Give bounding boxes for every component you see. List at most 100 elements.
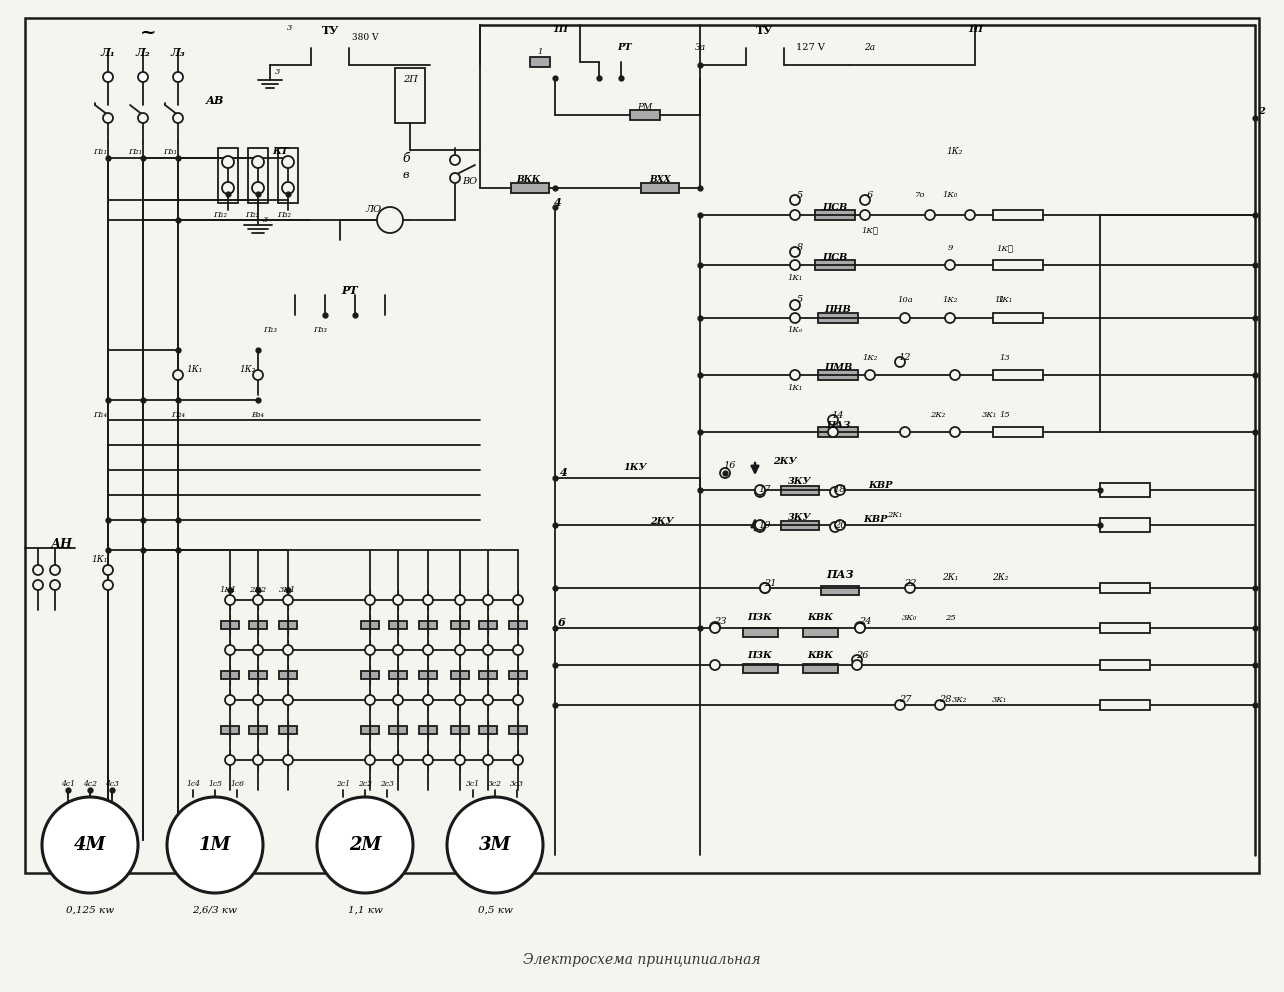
Text: 1П: 1П — [552, 26, 568, 35]
Bar — [781, 485, 819, 494]
Text: 4с2: 4с2 — [83, 780, 98, 788]
Text: 6: 6 — [559, 616, 566, 628]
Circle shape — [790, 210, 800, 220]
Text: 4с3: 4с3 — [105, 780, 119, 788]
Circle shape — [483, 755, 493, 765]
Circle shape — [924, 210, 935, 220]
Bar — [24, 18, 1260, 873]
Text: 2с1: 2с1 — [336, 780, 351, 788]
Circle shape — [895, 700, 905, 710]
Text: 10а: 10а — [898, 296, 913, 304]
Circle shape — [449, 173, 460, 183]
Bar — [248, 148, 268, 203]
Circle shape — [945, 260, 955, 270]
Text: РТ: РТ — [618, 44, 632, 53]
Text: 1Кₒ: 1Кₒ — [787, 326, 802, 334]
Bar — [815, 260, 855, 270]
Circle shape — [710, 623, 720, 633]
Text: 15: 15 — [1000, 411, 1011, 419]
Text: ПНВ: ПНВ — [824, 306, 851, 314]
Circle shape — [173, 370, 184, 380]
Text: ЛО: ЛО — [365, 205, 381, 214]
Circle shape — [393, 695, 403, 705]
Circle shape — [790, 313, 800, 323]
Text: 3: 3 — [275, 68, 281, 76]
Circle shape — [377, 207, 403, 233]
Circle shape — [710, 660, 720, 670]
Text: П₂₂: П₂₂ — [245, 211, 259, 219]
Text: 127 V: 127 V — [796, 44, 824, 53]
Circle shape — [935, 700, 945, 710]
Circle shape — [393, 595, 403, 605]
Bar — [1100, 623, 1150, 633]
Bar — [1100, 583, 1150, 593]
Text: 1К⒑: 1К⒑ — [862, 226, 878, 234]
Circle shape — [422, 755, 433, 765]
Text: 7о: 7о — [914, 191, 926, 199]
Circle shape — [455, 595, 465, 605]
Text: б: б — [402, 152, 410, 165]
Text: 14: 14 — [832, 411, 845, 420]
Text: 3: 3 — [288, 24, 293, 32]
Bar — [993, 427, 1043, 437]
Circle shape — [393, 755, 403, 765]
Circle shape — [365, 755, 375, 765]
Circle shape — [225, 645, 235, 655]
Text: 5: 5 — [797, 296, 802, 305]
Circle shape — [755, 487, 765, 497]
Bar — [389, 671, 407, 679]
Bar — [221, 671, 239, 679]
Bar — [641, 183, 679, 193]
Circle shape — [253, 755, 263, 765]
Circle shape — [855, 622, 865, 632]
Bar — [395, 68, 425, 123]
Text: П3К: П3К — [747, 613, 773, 623]
Circle shape — [950, 370, 960, 380]
Text: ПМВ: ПМВ — [824, 363, 853, 373]
Text: КВК: КВК — [808, 651, 833, 660]
Text: 0,5 кw: 0,5 кw — [478, 906, 512, 915]
Text: Л₂: Л₂ — [136, 47, 150, 58]
Circle shape — [855, 623, 865, 633]
Text: 1К₂: 1К₂ — [946, 148, 963, 157]
Bar — [993, 210, 1043, 220]
Bar — [1100, 483, 1150, 497]
Circle shape — [33, 565, 42, 575]
Circle shape — [225, 695, 235, 705]
Circle shape — [393, 645, 403, 655]
Text: 2: 2 — [1258, 107, 1265, 116]
Circle shape — [103, 565, 113, 575]
Circle shape — [282, 156, 294, 168]
Text: 12: 12 — [899, 353, 912, 362]
Bar — [1100, 700, 1150, 710]
Text: ~: ~ — [140, 24, 157, 42]
Bar — [279, 726, 297, 734]
Text: 1,1 кw: 1,1 кw — [348, 906, 383, 915]
Text: В₃₄: В₃₄ — [252, 411, 265, 419]
Text: Л₃: Л₃ — [171, 47, 185, 58]
Text: 1К1: 1К1 — [220, 586, 236, 594]
Bar — [419, 671, 437, 679]
Bar — [389, 621, 407, 629]
Text: КВР: КВР — [863, 516, 887, 525]
Bar — [479, 726, 497, 734]
Text: ПСВ: ПСВ — [822, 254, 847, 263]
Text: П₁₁: П₁₁ — [92, 148, 107, 156]
Text: 23: 23 — [714, 617, 727, 627]
Circle shape — [853, 660, 862, 670]
Circle shape — [137, 72, 148, 82]
Bar — [802, 664, 837, 673]
Text: 1К⒑: 1К⒑ — [996, 244, 1013, 252]
Bar — [742, 628, 778, 637]
Circle shape — [42, 797, 137, 893]
Bar — [802, 628, 837, 637]
Bar — [781, 521, 819, 530]
Bar — [279, 671, 297, 679]
Circle shape — [835, 485, 845, 495]
Text: 1: 1 — [537, 48, 543, 56]
Circle shape — [173, 72, 184, 82]
Text: 19: 19 — [759, 521, 772, 530]
Bar — [993, 313, 1043, 323]
Bar — [1100, 518, 1150, 532]
Bar — [530, 57, 550, 67]
